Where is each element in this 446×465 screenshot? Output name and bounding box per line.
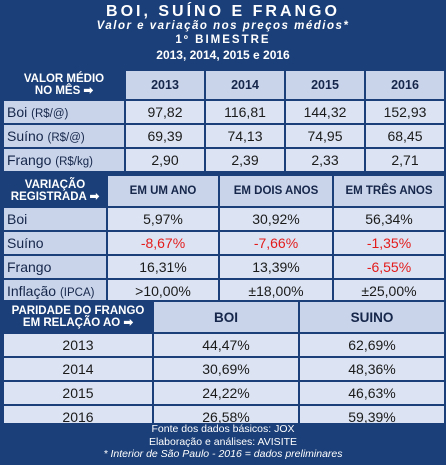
- negative-value-cell: -7,66%: [218, 230, 334, 256]
- year-header: 2015: [284, 69, 366, 101]
- variacao-label-line2: REGISTRADA ➡: [10, 191, 100, 203]
- table-row: 2014 30,69% 48,36%: [2, 356, 446, 382]
- source-note: Fonte dos dados básicos: JOX: [151, 423, 295, 435]
- period-header: EM UM ANO: [106, 174, 220, 208]
- value-cell: 152,93: [364, 99, 446, 125]
- value-cell: ±25,00%: [332, 278, 446, 304]
- table-row: Frango (R$/kg) 2,90 2,39 2,33 2,71: [2, 147, 446, 173]
- value-cell: 44,47%: [152, 332, 300, 358]
- period-header: EM TRÊS ANOS: [332, 174, 446, 208]
- period-header: EM DOIS ANOS: [218, 174, 334, 208]
- variacao-label: VARIAÇÃO REGISTRADA ➡: [2, 174, 108, 208]
- value-cell: 69,39: [124, 123, 206, 149]
- negative-value-cell: -1,35%: [332, 230, 446, 256]
- value-cell: 30,69%: [152, 356, 300, 382]
- value-cell: 46,63%: [298, 380, 446, 406]
- table-row: Suíno -8,67% -7,66% -1,35%: [2, 230, 446, 256]
- valor-medio-label: VALOR MÉDIO NO MÊS ➡: [2, 69, 126, 101]
- table-row: 2015 24,22% 46,63%: [2, 380, 446, 406]
- variacao-label-line1: VARIAÇÃO: [24, 179, 86, 191]
- row-label: Boi: [2, 206, 108, 232]
- paridade-table: PARIDADE DO FRANGO EM RELAÇÃO AO ➡ BOI S…: [2, 300, 446, 430]
- period-label: 1º BIMESTRE: [175, 34, 271, 46]
- value-cell: 68,45: [364, 123, 446, 149]
- table-row: Boi 5,97% 30,92% 56,34%: [2, 206, 446, 232]
- valor-medio-label-line2: NO MÊS ➡: [34, 85, 94, 97]
- valor-medio-table: VALOR MÉDIO NO MÊS ➡ 2013 2014 2015 2016…: [2, 69, 446, 173]
- row-name: Boi: [7, 104, 28, 120]
- row-label: Suíno: [2, 230, 108, 256]
- row-name: Boi: [7, 211, 28, 227]
- value-cell: 13,39%: [218, 254, 334, 280]
- row-name: Frango: [7, 259, 52, 275]
- valor-medio-label-line1: VALOR MÉDIO: [23, 73, 105, 85]
- year-cell: 2015: [2, 380, 154, 406]
- row-label: Suíno (R$/@): [2, 123, 126, 149]
- table-row: 2013 44,47% 62,69%: [2, 332, 446, 358]
- year-header: 2013: [124, 69, 206, 101]
- value-cell: 62,69%: [298, 332, 446, 358]
- value-cell: 74,13: [204, 123, 286, 149]
- table-title: BOI, SUÍNO E FRANGO: [106, 3, 340, 20]
- value-cell: 30,92%: [218, 206, 334, 232]
- value-cell: 16,31%: [106, 254, 220, 280]
- table-header: BOI, SUÍNO E FRANGO Valor e variação nos…: [2, 2, 444, 68]
- value-cell: 144,32: [284, 99, 366, 125]
- negative-value-cell: -6,55%: [332, 254, 446, 280]
- table-row: Suíno (R$/@) 69,39 74,13 74,95 68,45: [2, 123, 446, 149]
- value-cell: 48,36%: [298, 356, 446, 382]
- row-label: Frango (R$/kg): [2, 147, 126, 173]
- table-row: Boi (R$/@) 97,82 116,81 144,32 152,93: [2, 99, 446, 125]
- table-subtitle: Valor e variação nos preços médios*: [96, 20, 350, 32]
- negative-value-cell: -8,67%: [106, 230, 220, 256]
- row-unit: (R$/kg): [55, 156, 93, 168]
- row-label: Boi (R$/@): [2, 99, 126, 125]
- row-label: Frango: [2, 254, 108, 280]
- animal-header: BOI: [152, 300, 300, 334]
- row-name: Suíno: [7, 128, 44, 144]
- analysis-note: Elaboração e análises: AVISITE: [148, 435, 298, 448]
- value-cell: 2,39: [204, 147, 286, 173]
- year-header: 2016: [364, 69, 446, 101]
- row-unit: (R$/@): [31, 108, 69, 120]
- row-unit: (IPCA): [59, 287, 95, 299]
- table-footer: Fonte dos dados básicos: JOX Elaboração …: [2, 423, 444, 463]
- value-cell: 56,34%: [332, 206, 446, 232]
- animal-header: SUINO: [298, 300, 446, 334]
- row-unit: (R$/@): [47, 132, 85, 144]
- footnote: * Interior de São Paulo - 2016 = dados p…: [103, 448, 343, 460]
- paridade-label-line1: PARIDADE DO FRANGO: [11, 305, 145, 317]
- paridade-label-line2: EM RELAÇÃO AO ➡: [22, 317, 134, 329]
- value-cell: 24,22%: [152, 380, 300, 406]
- value-cell: 2,33: [284, 147, 366, 173]
- table-row: Frango 16,31% 13,39% -6,55%: [2, 254, 446, 280]
- row-label: Inflação (IPCA): [2, 278, 108, 304]
- value-cell: 116,81: [204, 99, 286, 125]
- variacao-table: VARIAÇÃO REGISTRADA ➡ EM UM ANO EM DOIS …: [2, 174, 446, 304]
- paridade-label: PARIDADE DO FRANGO EM RELAÇÃO AO ➡: [2, 300, 154, 334]
- years-label: 2013, 2014, 2015 e 2016: [156, 48, 290, 62]
- value-cell: 74,95: [284, 123, 366, 149]
- year-cell: 2014: [2, 356, 154, 382]
- value-cell: 2,90: [124, 147, 206, 173]
- year-header: 2014: [204, 69, 286, 101]
- value-cell: 2,71: [364, 147, 446, 173]
- row-name: Inflação: [7, 283, 57, 299]
- row-name: Suíno: [7, 235, 44, 251]
- table-row: Inflação (IPCA) >10,00% ±18,00% ±25,00%: [2, 278, 446, 304]
- row-name: Frango: [7, 152, 52, 168]
- value-cell: 97,82: [124, 99, 206, 125]
- value-cell: 5,97%: [106, 206, 220, 232]
- year-cell: 2013: [2, 332, 154, 358]
